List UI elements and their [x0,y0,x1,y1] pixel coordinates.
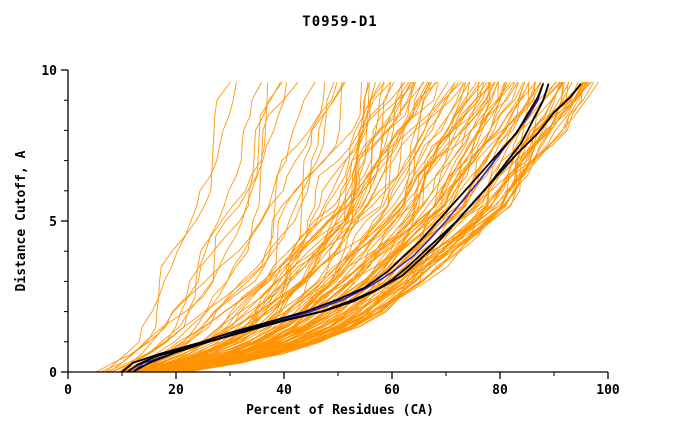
model-curve [124,81,335,373]
model-curve [120,81,346,373]
model-curve [99,81,262,373]
model-curve [123,81,371,373]
model-curve [173,81,587,373]
model-curve [126,81,345,373]
model-curve [159,81,537,373]
model-curve [141,81,416,373]
model-curve [163,81,557,373]
model-curve [182,81,537,373]
model-curve [151,81,467,373]
model-curve [174,82,583,373]
x-tick-label: 0 [64,383,72,398]
model-curve [173,81,526,373]
model-curve [118,81,299,373]
ensemble-curves-group [95,81,599,373]
axes-group: 0 20 40 60 80 100 0 5 10 [41,64,620,398]
model-curve [171,81,563,373]
model-curve [105,82,269,373]
model-curve [160,81,505,373]
model-curve [175,81,584,373]
model-curve [117,81,316,373]
model-curve [159,82,536,373]
x-tick-label: 20 [168,383,184,398]
model-curve [175,81,594,373]
model-curve [151,81,499,373]
model-curve [104,82,237,373]
x-tick-label: 60 [384,383,400,398]
y-tick-label: 5 [49,215,57,230]
x-tick-label: 80 [492,383,508,398]
model-curve [180,82,565,373]
model-curve [108,81,281,373]
model-curve [152,81,464,373]
model-curve [142,81,449,373]
model-curve [120,82,326,373]
y-tick-label: 10 [41,64,57,79]
model-curve [143,81,459,373]
model-curve [118,81,338,373]
x-axis-label: Percent of Residues (CA) [246,403,434,418]
model-curve [129,81,395,373]
highlight-curves-group [121,83,582,373]
model-curve [142,81,411,373]
model-curve [110,81,283,373]
x-tick-label: 40 [276,383,292,398]
model-curve [129,82,363,373]
model-black-3 [121,83,545,373]
model-black-2 [132,83,582,373]
y-tick-label: 0 [49,366,57,381]
model-curve [112,82,288,373]
y-axis-label: Distance Cutoff, A [14,150,29,292]
model-curve [143,81,424,373]
model-curve [123,81,417,373]
model-curve [122,82,343,373]
chart-title: T0959-D1 [302,14,378,30]
model-curve [147,81,437,373]
model-curve [157,82,490,373]
model-curve [167,82,499,373]
model-curve [156,81,492,373]
x-tick-label: 100 [596,383,620,398]
model-curve [161,82,563,373]
